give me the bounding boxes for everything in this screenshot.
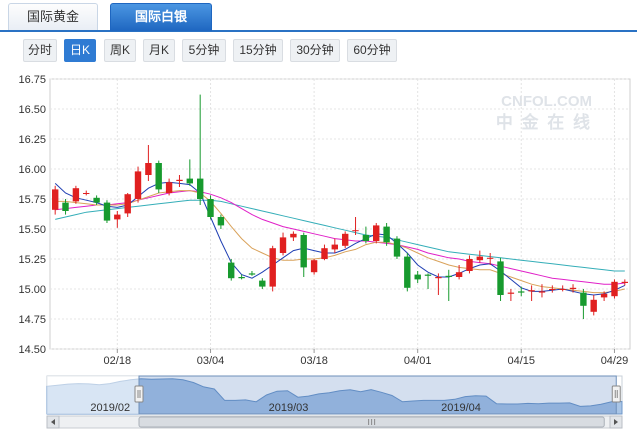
period-intraday-button[interactable]: 分时 [23,39,57,62]
period-30min-button[interactable]: 30分钟 [290,39,340,62]
navigator-selection[interactable] [138,375,617,415]
navigator-left-handle[interactable] [134,385,144,403]
period-weekly-button[interactable]: 周K [104,39,136,62]
navigator-right-handle[interactable] [611,385,621,403]
tab-silver[interactable]: 国际白银 [110,3,212,31]
navigator-date-label: 2019/02 [90,402,130,414]
period-monthly-button[interactable]: 月K [143,39,175,62]
navigator-date-label: 2019/03 [269,402,309,414]
navigator-unselected-mask [47,376,139,414]
instrument-tabs: 国际黄金 国际白银 [0,0,637,32]
period-15min-button[interactable]: 15分钟 [233,39,283,62]
chevron-left-icon [51,419,55,425]
navigator-date-label: 2019/04 [441,402,481,414]
period-5min-button[interactable]: 5分钟 [182,39,226,62]
chevron-right-icon [614,419,618,425]
period-60min-button[interactable]: 60分钟 [347,39,397,62]
period-daily-button[interactable]: 日K [64,39,96,62]
tab-gold[interactable]: 国际黄金 [8,3,98,30]
